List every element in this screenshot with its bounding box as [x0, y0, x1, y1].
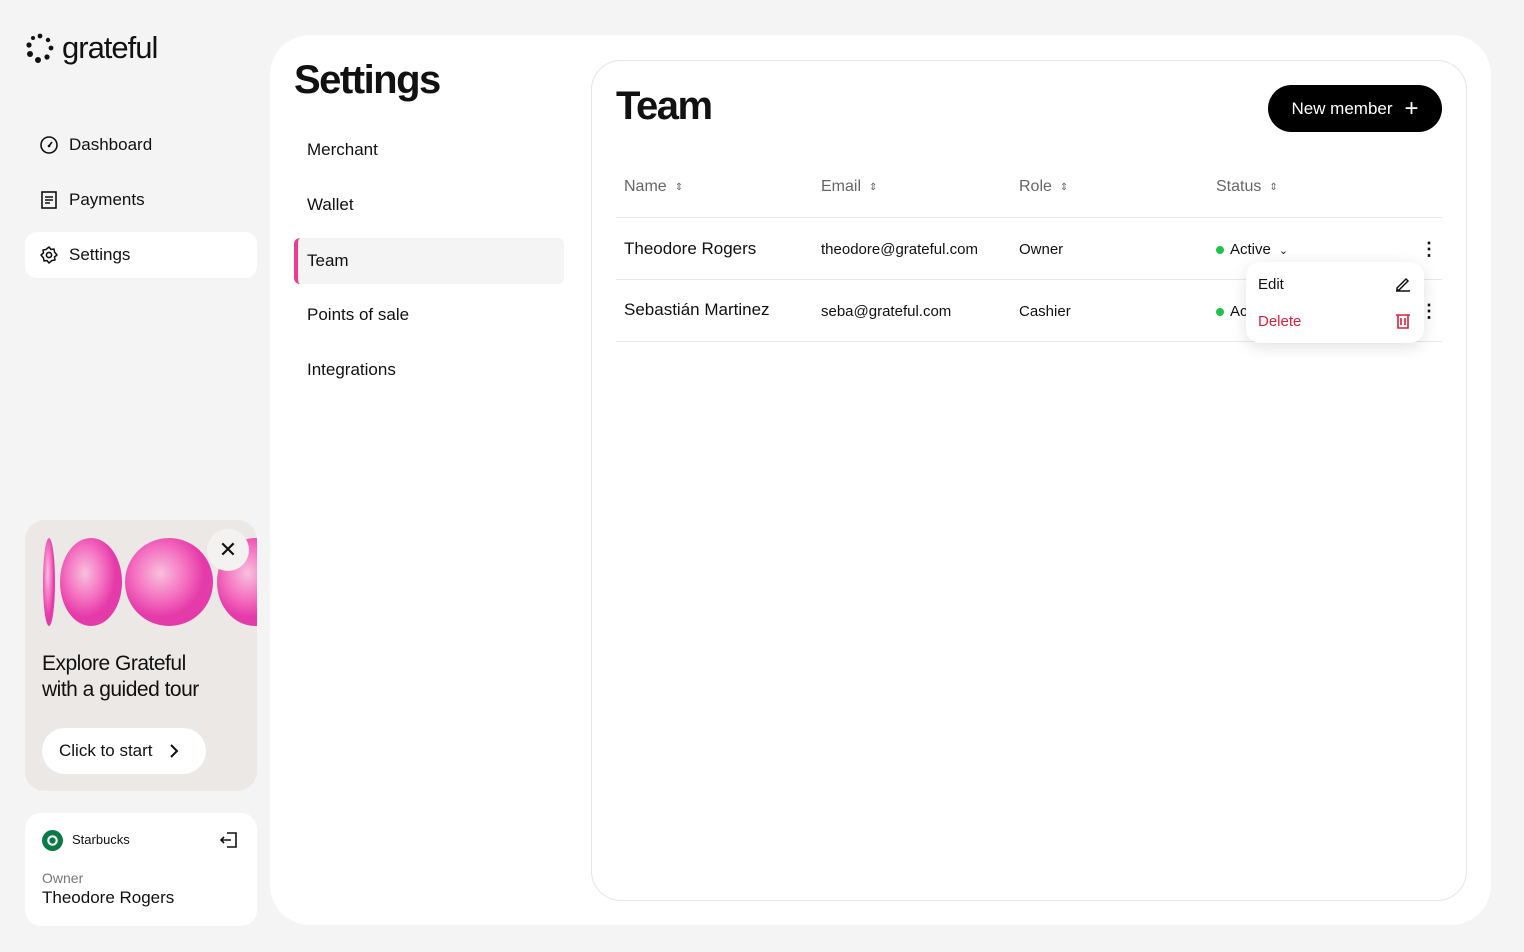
- trash-icon: [1396, 314, 1410, 329]
- header-divider: [616, 217, 1442, 218]
- row-divider: [616, 279, 1442, 280]
- more-options-icon[interactable]: ⋮: [1420, 301, 1438, 321]
- team-title: Team: [616, 84, 713, 128]
- account-user-name: Theodore Rogers: [42, 888, 175, 907]
- account-role: Owner: [42, 870, 84, 886]
- promo-title-line: with a guided tour: [42, 678, 199, 701]
- sort-icon: ⇕: [869, 181, 878, 193]
- member-name: Sebastián Martinez: [624, 300, 770, 319]
- column-header-role[interactable]: Role ⇕: [1019, 178, 1068, 196]
- page-title: Settings: [294, 58, 441, 102]
- sidebar-item-settings[interactable]: Settings: [25, 232, 257, 278]
- member-name: Theodore Rogers: [624, 239, 757, 258]
- sort-icon: ⇕: [674, 181, 684, 193]
- start-tour-label: Click to start: [59, 741, 153, 760]
- row-divider: [616, 341, 1442, 342]
- start-tour-button[interactable]: Click to start: [42, 728, 206, 774]
- close-promo-button[interactable]: ✕: [207, 529, 249, 571]
- status-dropdown[interactable]: Ac: [1216, 303, 1248, 320]
- column-label: Name: [624, 178, 667, 195]
- status-dot-icon: [1216, 246, 1224, 255]
- status-label: Active: [1230, 241, 1271, 258]
- menu-item-delete[interactable]: Delete: [1258, 312, 1412, 330]
- plus-icon: +: [1404, 94, 1419, 122]
- gauge-icon: [40, 136, 58, 154]
- column-label: Email: [821, 178, 862, 195]
- new-member-button[interactable]: New member +: [1268, 85, 1442, 132]
- status-dropdown[interactable]: Active ⌄: [1216, 241, 1288, 258]
- chevron-right-icon: [169, 744, 178, 758]
- column-label: Role: [1019, 178, 1052, 195]
- member-role: Owner: [1019, 241, 1064, 258]
- column-label: Status: [1216, 178, 1262, 195]
- sort-icon: ⇕: [1269, 181, 1278, 193]
- settings-nav-merchant[interactable]: Merchant: [307, 140, 378, 159]
- sidebar-item-label: Settings: [69, 245, 131, 264]
- settings-nav-integrations[interactable]: Integrations: [307, 360, 396, 379]
- brand-name: grateful: [62, 30, 158, 65]
- pencil-icon: [1396, 277, 1410, 292]
- document-icon: [41, 191, 57, 209]
- row-actions-menu: Edit Delete: [1246, 262, 1424, 343]
- delete-label: Delete: [1258, 312, 1302, 330]
- settings-nav-points-of-sale[interactable]: Points of sale: [307, 305, 410, 324]
- chevron-down-icon: ⌄: [1278, 245, 1289, 257]
- edit-label: Edit: [1258, 275, 1284, 293]
- settings-nav-team[interactable]: Team: [294, 238, 564, 284]
- team-panel: [591, 60, 1467, 901]
- column-header-name[interactable]: Name ⇕: [624, 178, 683, 196]
- merchant-name: Starbucks: [72, 832, 130, 847]
- status-dot-icon: [1216, 308, 1224, 317]
- column-header-email[interactable]: Email ⇕: [821, 178, 877, 196]
- more-options-icon[interactable]: ⋮: [1420, 239, 1438, 259]
- grateful-logo-icon: [26, 33, 54, 63]
- sort-icon: ⇕: [1059, 181, 1069, 193]
- promo-title-line: Explore Grateful: [42, 652, 186, 675]
- starbucks-logo-icon: [42, 830, 63, 851]
- status-label: Ac: [1230, 303, 1248, 320]
- sidebar-item-payments[interactable]: Payments: [25, 177, 257, 223]
- member-role: Cashier: [1019, 303, 1071, 320]
- sidebar-item-label: Dashboard: [69, 135, 153, 154]
- promo-title: Explore Grateful with a guided tour: [42, 651, 199, 703]
- member-email: seba@grateful.com: [821, 303, 952, 320]
- close-icon: ✕: [218, 537, 238, 562]
- settings-nav-wallet[interactable]: Wallet: [307, 195, 354, 214]
- sidebar-item-dashboard[interactable]: Dashboard: [25, 122, 257, 168]
- menu-item-edit[interactable]: Edit: [1258, 275, 1412, 293]
- column-header-status[interactable]: Status ⇕: [1216, 178, 1278, 196]
- logout-icon[interactable]: [219, 830, 239, 850]
- gear-icon: [40, 246, 58, 264]
- new-member-label: New member: [1291, 98, 1393, 118]
- account-card: Starbucks Owner Theodore Rogers: [25, 813, 257, 926]
- main-panel: [270, 35, 1491, 925]
- member-email: theodore@grateful.com: [821, 241, 978, 258]
- brand-logo: grateful: [24, 30, 158, 66]
- sidebar-item-label: Payments: [69, 190, 145, 209]
